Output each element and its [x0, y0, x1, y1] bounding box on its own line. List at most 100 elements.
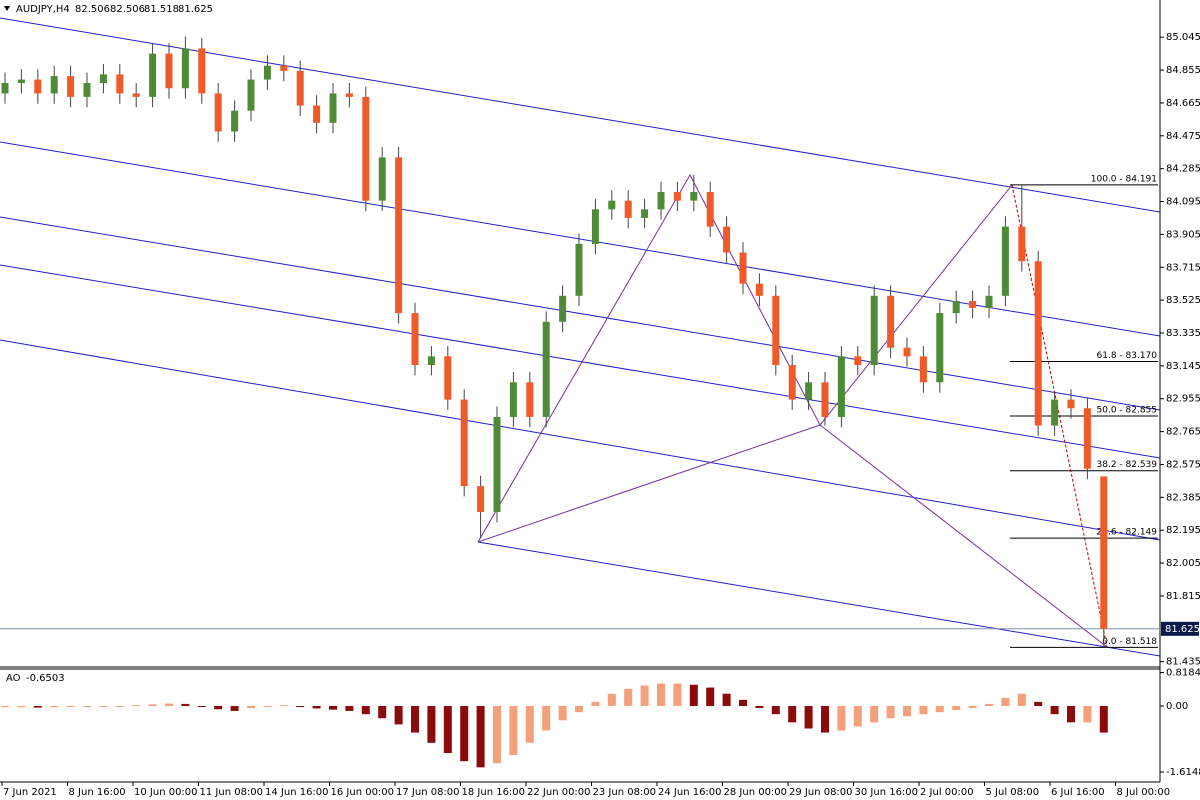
candle-body [1034, 261, 1042, 426]
x-tick-label: 10 Jun 00:00 [134, 787, 198, 798]
candle-body [575, 243, 583, 296]
y-tick-label: 84.475 [1166, 131, 1200, 142]
candle-body [739, 252, 747, 284]
candle-body [313, 105, 321, 123]
candle-body [608, 200, 616, 210]
ao-bar [788, 705, 797, 723]
ao-bar [427, 705, 436, 743]
channel-line [0, 264, 1161, 459]
candle-body [936, 313, 944, 383]
y-tick-label: 82.385 [1166, 492, 1200, 503]
ao-bar [165, 703, 173, 706]
y-tick-label: 83.905 [1166, 229, 1200, 240]
channel-line [0, 339, 1161, 541]
y-tick-label: 82.955 [1166, 394, 1200, 405]
candle-body [788, 365, 796, 400]
channel-line [0, 17, 1161, 213]
candle-body [460, 399, 468, 487]
candle-body [345, 93, 353, 97]
candle-body [198, 48, 206, 94]
fib-label: 50.0 - 82.855 [1097, 406, 1158, 416]
y-tick-label: 84.665 [1166, 98, 1200, 109]
x-tick-label: 8 Jun 16:00 [69, 787, 126, 798]
ao-bar [722, 693, 731, 706]
ao-bar [312, 705, 321, 709]
candle-body [969, 300, 977, 308]
x-tick-label: 17 Jun 08:00 [396, 787, 460, 798]
candle-body [132, 93, 140, 97]
candle-body [214, 93, 222, 132]
y-tick-label: 82.765 [1166, 427, 1200, 438]
candle-body [34, 79, 42, 94]
ao-tick-label: 0.8184 [1166, 668, 1200, 679]
candle-body [329, 93, 337, 123]
candle-body [83, 83, 91, 97]
candle-body [870, 295, 878, 366]
candle-body [149, 53, 157, 97]
ao-bar [952, 705, 961, 711]
ao-bar [640, 685, 649, 706]
wave-line [819, 424, 1108, 648]
ao-bar [1001, 697, 1010, 706]
ao-bar [558, 705, 567, 721]
candle-body [559, 295, 567, 322]
ao-bar [17, 705, 26, 708]
ao-bar [230, 705, 239, 711]
candle-body [231, 110, 239, 132]
candle-body [526, 382, 534, 417]
candle-body [181, 48, 189, 89]
candle-body [690, 192, 698, 201]
ao-bar [493, 705, 501, 764]
ao-bar [378, 705, 387, 719]
ao-bar [33, 705, 42, 708]
y-tick-label: 82.575 [1166, 459, 1200, 470]
y-tick-label: 81.815 [1166, 591, 1200, 602]
fib-label: 23.6 - 82.149 [1097, 528, 1158, 538]
ao-bar [985, 703, 993, 706]
x-tick-label: 23 Jun 08:00 [593, 787, 657, 798]
candle-body [723, 226, 731, 253]
candle-body [50, 76, 58, 94]
header-low: 81.518 [144, 4, 179, 15]
candle-body [1100, 476, 1108, 629]
x-tick-label: 6 Jul 16:00 [1051, 787, 1105, 798]
ao-bar [1034, 701, 1043, 706]
candle-body [657, 192, 665, 210]
candle-body [641, 209, 649, 218]
ao-bar [132, 705, 141, 707]
symbol: AUDJPY,H4 [16, 4, 70, 15]
candle-body [624, 200, 632, 218]
candle-body [985, 295, 993, 308]
y-tick-label: 83.145 [1166, 361, 1200, 372]
menu-triangle[interactable] [4, 6, 10, 11]
y-tick-label: 81.435 [1166, 657, 1200, 668]
ao-bar [1017, 693, 1026, 706]
candle-body [477, 486, 485, 513]
ao-bar [83, 705, 91, 707]
ao-tick-label: 0.00 [1166, 701, 1188, 712]
ao-bar [329, 705, 337, 710]
header-open: 82.506 [75, 4, 110, 15]
header-high: 82.506 [110, 4, 145, 15]
header-close: 81.625 [178, 4, 213, 15]
ao-bar [706, 687, 715, 706]
ao-bar [919, 705, 928, 715]
ao-bar [935, 705, 944, 713]
candle-body [1, 83, 9, 94]
ao-bar [197, 705, 206, 707]
candle-body [542, 321, 550, 417]
ao-bar [247, 705, 255, 709]
ao-bar [542, 705, 551, 731]
x-tick-label: 8 Jul 00:00 [1117, 787, 1171, 798]
candle-body [673, 192, 681, 201]
y-tick-label: 83.715 [1166, 262, 1200, 273]
x-tick-label: 11 Jun 08:00 [200, 787, 264, 798]
candle-body [1018, 226, 1026, 262]
fib-label: 61.8 - 83.170 [1097, 351, 1158, 361]
ao-bar [673, 683, 682, 706]
drawing-objects [0, 17, 1161, 657]
channel-line [0, 216, 1161, 411]
ao-bar [968, 705, 977, 709]
